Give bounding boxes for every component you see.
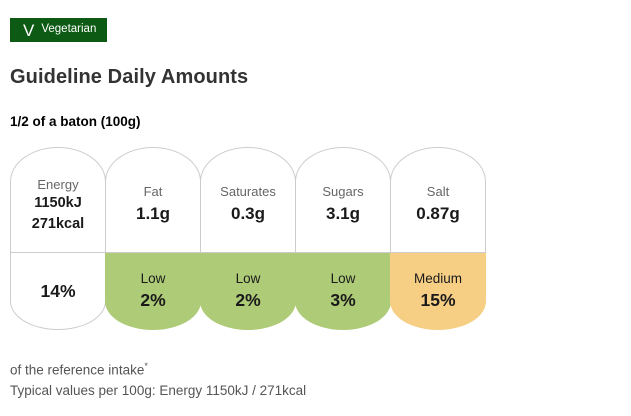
nutrient-label: Salt	[426, 184, 450, 200]
serving-size-label: 1/2 of a baton (100g)	[10, 114, 141, 129]
reference-intake-line: of the reference intake*	[10, 361, 148, 378]
fat-value-section: Fat 1.1g	[105, 147, 201, 253]
gda-pill-sugars: Sugars 3.1g Low 3%	[295, 147, 391, 330]
nutrient-value: 1.1g	[135, 204, 171, 224]
nutrient-level: Low	[140, 270, 166, 286]
salt-level-section: Medium 15%	[390, 253, 486, 330]
nutrient-value: 0.3g	[230, 204, 266, 224]
vegetarian-v-icon: V	[23, 20, 35, 40]
gda-pill-fat: Fat 1.1g Low 2%	[105, 147, 201, 330]
nutrient-value: 0.87g	[416, 204, 460, 224]
energy-value-section: Energy 1150kJ 271kcal	[10, 147, 106, 253]
nutrient-level: Medium	[413, 270, 462, 286]
gda-pill-saturates: Saturates 0.3g Low 2%	[200, 147, 296, 330]
nutrient-level: Low	[330, 270, 356, 286]
fat-level-section: Low 2%	[105, 253, 201, 330]
asterisk-mark: *	[144, 361, 148, 371]
saturates-level-section: Low 2%	[200, 253, 296, 330]
nutrient-percent: 15%	[420, 289, 456, 310]
gda-pill-energy: Energy 1150kJ 271kcal 14%	[10, 147, 106, 330]
nutrient-percent: 2%	[235, 289, 261, 310]
page-title: Guideline Daily Amounts	[10, 66, 249, 88]
gda-pill-row: Energy 1150kJ 271kcal 14% Fat 1.1g Low 2…	[10, 147, 492, 330]
nutrient-value: 3.1g	[325, 204, 361, 224]
footnote-text: of the reference intake* Typical values …	[10, 356, 306, 401]
nutrient-label: Energy	[37, 176, 79, 192]
nutrient-value-kj: 1150kJ	[34, 195, 82, 212]
nutrient-label: Saturates	[220, 184, 276, 200]
nutrient-level: Low	[235, 270, 261, 286]
energy-level-section: 14%	[10, 253, 106, 330]
nutrient-percent: 3%	[330, 289, 356, 310]
typical-values-line: Typical values per 100g: Energy 1150kJ /…	[10, 382, 307, 398]
nutrient-percent: 14%	[40, 280, 76, 301]
saturates-value-section: Saturates 0.3g	[200, 147, 296, 253]
nutrient-label: Fat	[143, 184, 163, 200]
nutrient-percent: 2%	[140, 289, 166, 310]
sugars-level-section: Low 3%	[295, 253, 391, 330]
gda-pill-salt: Salt 0.87g Medium 15%	[390, 147, 486, 330]
nutrient-label: Sugars	[322, 184, 364, 200]
sugars-value-section: Sugars 3.1g	[295, 147, 391, 253]
nutrient-value-kcal: 271kcal	[31, 215, 85, 232]
vegetarian-badge: V Vegetarian	[10, 18, 108, 42]
salt-value-section: Salt 0.87g	[390, 147, 486, 253]
vegetarian-badge-label: Vegetarian	[41, 23, 97, 36]
